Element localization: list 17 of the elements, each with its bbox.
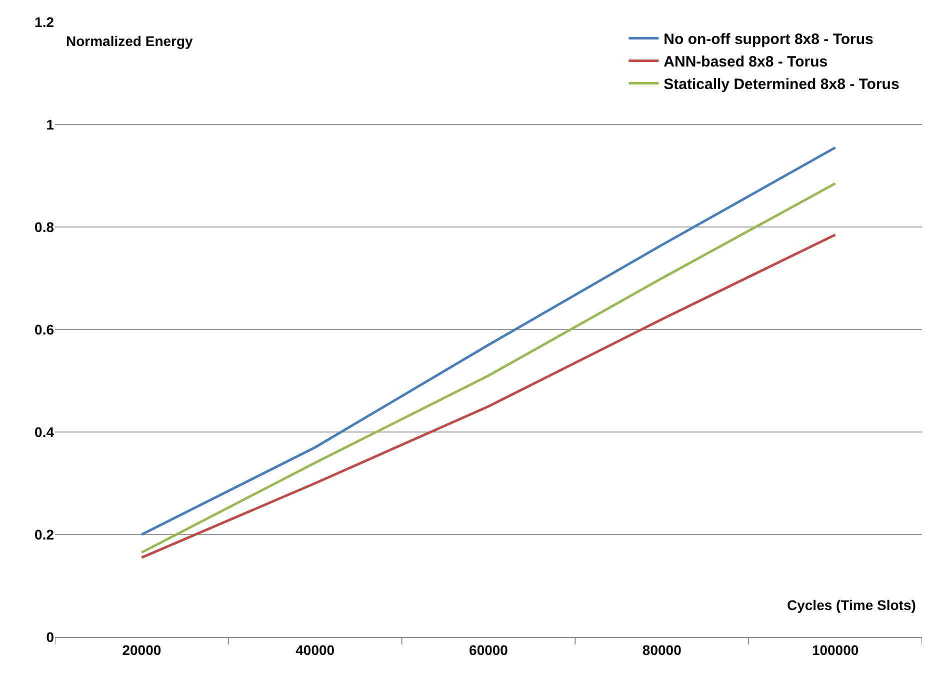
y-tick-label: 0.6 <box>34 321 54 338</box>
y-tick-label: 0.4 <box>34 424 54 440</box>
y-axis-title: Normalized Energy <box>66 33 194 49</box>
legend-label: No on-off support 8x8 - Torus <box>664 31 874 48</box>
x-tick-label: 20000 <box>122 642 162 658</box>
legend-label: Statically Determined 8x8 - Torus <box>664 76 900 94</box>
y-tick-label: 0 <box>46 628 54 645</box>
legend-label: ANN-based 8x8 - Torus <box>664 54 828 71</box>
y-tick-label: 0.2 <box>34 526 54 542</box>
x-tick-label: 100000 <box>812 642 859 658</box>
y-tick-label: 1 <box>46 116 54 132</box>
x-axis-title: Cycles (Time Slots) <box>787 597 916 613</box>
x-tick-label: 80000 <box>642 642 682 658</box>
x-tick-label: 60000 <box>469 642 508 658</box>
y-tick-label: 0.8 <box>34 218 54 235</box>
x-tick-label: 40000 <box>296 642 335 658</box>
y-tick-label: 1.2 <box>34 14 54 30</box>
